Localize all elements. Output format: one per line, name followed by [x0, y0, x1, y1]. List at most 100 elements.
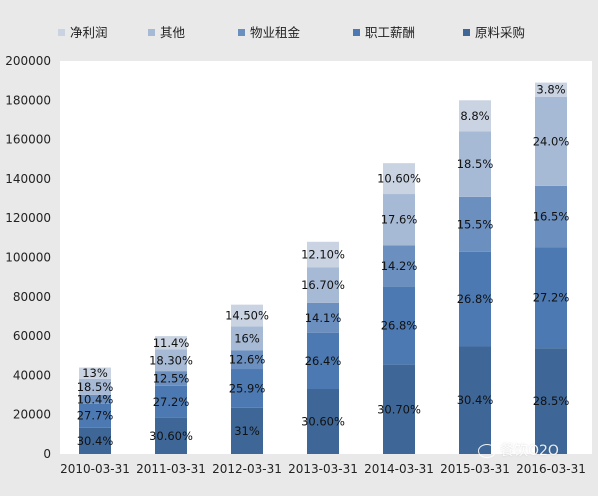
bar-segment-0-0 [79, 427, 111, 454]
bar-segment-3-3 [307, 267, 339, 303]
data-label-5-2: 15.5% [457, 217, 494, 231]
y-tick-label-8: 160000 [5, 133, 51, 147]
x-tick-label-2: 2012-03-31 [212, 462, 282, 476]
y-tick-label-2: 40000 [13, 368, 51, 382]
data-label-0-3: 18.5% [77, 380, 114, 394]
bar-segment-3-1 [307, 332, 339, 389]
data-label-4-4: 10.60% [377, 172, 421, 186]
data-label-2-4: 14.50% [225, 308, 269, 322]
x-tick-label-6: 2016-03-31 [516, 462, 586, 476]
data-label-3-1: 26.4% [305, 354, 342, 368]
data-label-2-1: 25.9% [229, 381, 266, 395]
bar-segment-5-0 [459, 346, 491, 454]
y-tick-label-4: 80000 [13, 290, 51, 304]
data-label-3-2: 14.1% [305, 311, 342, 325]
data-label-1-0: 30.60% [149, 429, 193, 443]
data-label-6-1: 27.2% [533, 291, 570, 305]
data-label-0-0: 30.4% [77, 434, 114, 448]
data-label-6-3: 24.0% [533, 134, 570, 148]
legend-label-1: 其他 [160, 25, 186, 40]
watermark: 餐饮O2O [478, 440, 559, 460]
bar-segment-6-3 [535, 96, 567, 186]
bar-segment-1-3 [155, 349, 187, 372]
bar-segment-6-2 [535, 185, 567, 248]
y-tick-label-3: 60000 [13, 329, 51, 343]
x-tick-label-3: 2013-03-31 [288, 462, 358, 476]
bar-segment-1-4 [155, 336, 187, 350]
data-label-4-1: 26.8% [381, 319, 418, 333]
y-tick-label-1: 20000 [13, 408, 51, 422]
bar-segment-3-4 [307, 241, 339, 268]
data-label-2-2: 12.6% [229, 353, 266, 367]
bar-segment-6-0 [535, 348, 567, 454]
bar-segment-4-0 [383, 364, 415, 454]
data-label-1-4: 11.4% [153, 336, 190, 350]
bar-segment-1-0 [155, 417, 187, 454]
x-tick-label-1: 2011-03-31 [136, 462, 206, 476]
legend-label-0: 净利润 [70, 25, 108, 40]
legend-swatch-3 [353, 29, 360, 36]
legend-label-4: 原料采购 [475, 25, 525, 40]
bar-segment-2-1 [231, 369, 263, 408]
data-label-2-3: 16% [234, 331, 260, 345]
bar-segment-1-2 [155, 371, 187, 386]
bar-segment-0-2 [79, 394, 111, 404]
y-tick-label-7: 140000 [5, 172, 51, 186]
y-tick-label-9: 180000 [5, 93, 51, 107]
bar-segment-3-0 [307, 388, 339, 454]
bar-segment-6-1 [535, 247, 567, 349]
data-label-0-2: 10.4% [77, 392, 114, 406]
data-label-3-3: 16.70% [301, 278, 345, 292]
data-label-4-0: 30.70% [377, 402, 421, 416]
data-label-6-2: 16.5% [533, 209, 570, 223]
data-label-6-0: 28.5% [533, 394, 570, 408]
data-label-4-2: 14.2% [381, 259, 418, 273]
data-label-6-4: 3.8% [536, 83, 565, 97]
data-label-5-1: 26.8% [457, 292, 494, 306]
legend-swatch-0 [58, 29, 65, 36]
bar-segment-5-2 [459, 196, 491, 252]
bar-segment-3-2 [307, 302, 339, 333]
bar-segment-2-0 [231, 407, 263, 454]
bar-segment-4-1 [383, 286, 415, 365]
data-label-3-4: 12.10% [301, 248, 345, 262]
legend-label-2: 物业租金 [250, 25, 301, 40]
bar-segment-6-4 [535, 82, 567, 97]
watermark-text: 餐饮O2O [500, 443, 559, 459]
y-tick-label-10: 200000 [5, 54, 51, 68]
bar-segment-0-1 [79, 403, 111, 428]
data-label-5-0: 30.4% [457, 393, 494, 407]
bar-segment-1-1 [155, 385, 187, 418]
legend-label-3: 职工薪酬 [365, 25, 415, 40]
bar-segment-0-4 [79, 367, 111, 379]
data-label-1-2: 12.5% [153, 371, 190, 385]
bar-segment-0-3 [79, 378, 111, 395]
x-tick-label-5: 2015-03-31 [440, 462, 510, 476]
data-label-2-0: 31% [234, 424, 260, 438]
wechat-icon [478, 444, 496, 458]
x-tick-label-0: 2010-03-31 [60, 462, 130, 476]
bar-segment-2-2 [231, 350, 263, 370]
y-tick-label-6: 120000 [5, 211, 51, 225]
legend-swatch-1 [148, 29, 155, 36]
data-label-0-4: 13% [82, 366, 108, 380]
bar-segment-2-3 [231, 326, 263, 351]
legend-swatch-2 [238, 29, 245, 36]
data-label-0-1: 27.7% [77, 409, 114, 423]
x-tick-label-4: 2014-03-31 [364, 462, 434, 476]
data-label-1-1: 27.2% [153, 395, 190, 409]
y-tick-label-0: 0 [43, 447, 51, 461]
bar-segment-4-4 [383, 163, 415, 195]
bar-segment-2-4 [231, 304, 263, 327]
data-label-1-3: 18.30% [149, 353, 193, 367]
data-label-5-3: 18.5% [457, 157, 494, 171]
bar-segment-5-3 [459, 131, 491, 197]
data-label-5-4: 8.8% [460, 109, 489, 123]
bar-segment-5-4 [459, 100, 491, 132]
legend-swatch-4 [463, 29, 470, 36]
bar-segment-4-2 [383, 245, 415, 287]
bar-segment-4-3 [383, 194, 415, 246]
y-tick-label-5: 100000 [5, 251, 51, 265]
